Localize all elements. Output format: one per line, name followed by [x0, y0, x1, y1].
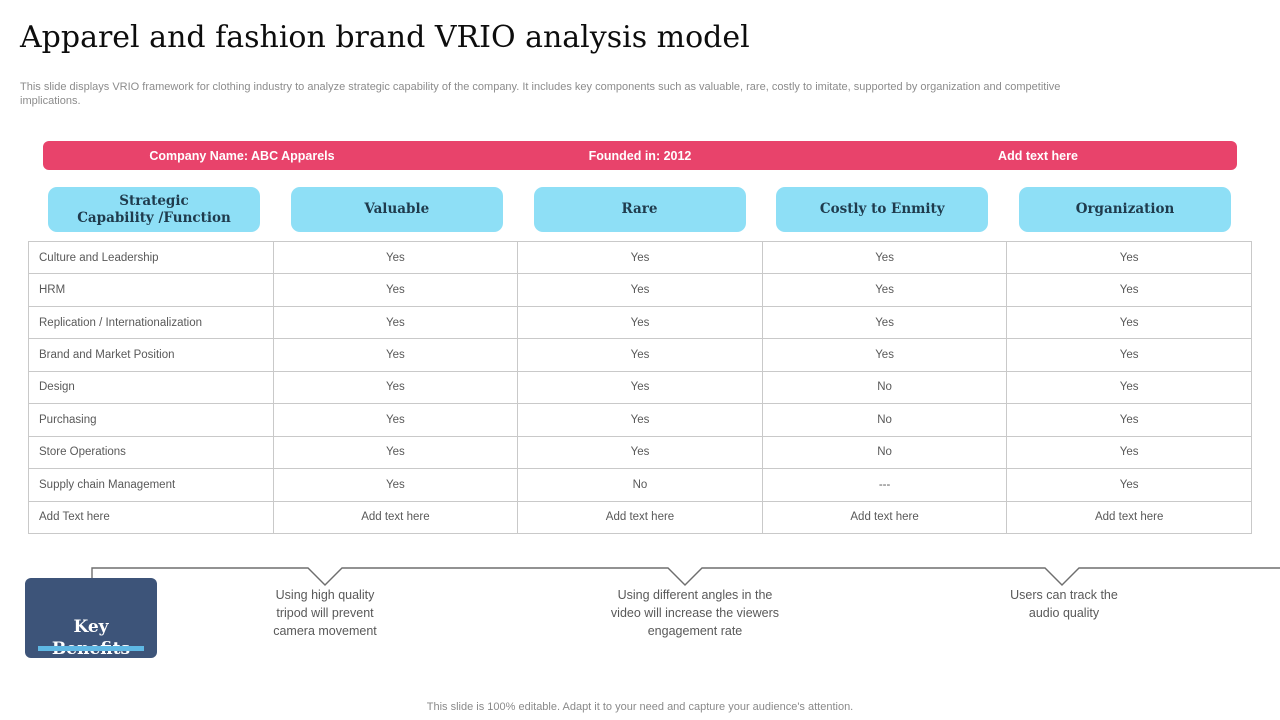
row-function-cell: Culture and Leadership: [28, 240, 274, 275]
header-organization: Organization: [1019, 187, 1231, 232]
vrio-analysis-table: Culture and Leadership Yes Yes Yes Yes HRM Yes…: [28, 240, 1252, 534]
row-value-cell: No: [761, 370, 1008, 405]
row-value-cell: Yes: [272, 273, 519, 307]
benefit-item: Using different angles in the video will…: [610, 588, 780, 638]
row-value-cell: Yes: [517, 338, 763, 372]
table-row: Brand and Market Position Yes Yes Yes Yes: [28, 338, 1252, 372]
row-value-cell: Yes: [1006, 435, 1252, 470]
row-function-cell: Brand and Market Position: [28, 338, 274, 372]
benefit-item: Users can track the audio quality: [1010, 588, 1118, 620]
row-value-cell: Yes: [517, 240, 763, 275]
row-function-cell: Store Operations: [28, 435, 274, 470]
header-rare: Rare: [533, 187, 746, 232]
row-value-cell: Yes: [272, 468, 519, 502]
row-value-cell: Yes: [1006, 273, 1252, 307]
row-value-cell: Yes: [517, 305, 763, 340]
row-value-cell: Yes: [517, 435, 763, 470]
company-info-banner: Company Name: ABC Apparels Founded in: 2…: [43, 141, 1237, 170]
founded-in-label: Founded in: 2012: [588, 148, 692, 163]
key-benefits-underline: [38, 646, 144, 651]
row-value-cell: Yes: [517, 403, 763, 437]
table-row: Purchasing Yes Yes No Yes: [28, 403, 1252, 437]
row-value-cell: Yes: [272, 370, 519, 405]
row-value-cell: Yes: [1006, 403, 1252, 437]
row-function-cell[interactable]: Add Text here: [28, 500, 274, 534]
row-value-cell[interactable]: Add text here: [1006, 500, 1252, 534]
footer-note: This slide is 100% editable. Adapt it to…: [426, 701, 854, 713]
row-value-cell[interactable]: Add text here: [272, 500, 519, 534]
row-value-cell: No: [761, 403, 1008, 437]
row-value-cell: Yes: [1006, 338, 1252, 372]
benefit-item: Using high quality tripod will prevent c…: [273, 588, 377, 638]
row-function-cell: Purchasing: [28, 403, 274, 437]
table-row: HRM Yes Yes Yes Yes: [28, 273, 1252, 307]
row-value-cell: Yes: [1006, 370, 1252, 405]
table-row: Replication / Internationalization Yes Yes…: [28, 305, 1252, 340]
row-value-cell[interactable]: Add text here: [517, 500, 763, 534]
row-value-cell: ---: [761, 468, 1008, 502]
row-function-cell: Replication / Internationalization: [28, 305, 274, 340]
table-row: Design Yes Yes No Yes: [28, 370, 1252, 405]
row-value-cell: Yes: [1006, 468, 1252, 502]
table-row: Store Operations Yes Yes No Yes: [28, 435, 1252, 470]
table-row: Culture and Leadership Yes Yes Yes Yes: [28, 240, 1252, 275]
row-value-cell[interactable]: Add text here: [761, 500, 1008, 534]
table-row: Add Text here Add text here Add text here A…: [28, 500, 1252, 534]
row-value-cell: No: [761, 435, 1008, 470]
row-value-cell: Yes: [1006, 305, 1252, 340]
header-valuable: Valuable: [290, 187, 503, 232]
row-value-cell: Yes: [761, 338, 1008, 372]
table-row: Supply chain Management Yes No --- Yes: [28, 468, 1252, 502]
row-value-cell: Yes: [517, 273, 763, 307]
page-title: Apparel and fashion brand VRIO analysis …: [20, 20, 750, 55]
banner-add-text-placeholder[interactable]: Add text here: [998, 148, 1078, 163]
row-value-cell: Yes: [517, 370, 763, 405]
key-benefits-label: Key Benefits: [52, 617, 130, 659]
company-name-label: Company Name: ABC Apparels: [149, 148, 335, 163]
row-value-cell: Yes: [761, 305, 1008, 340]
row-value-cell: Yes: [761, 240, 1008, 275]
row-function-cell: Design: [28, 370, 274, 405]
row-value-cell: No: [517, 468, 763, 502]
row-value-cell: Yes: [272, 240, 519, 275]
slide-subtitle: This slide displays VRIO framework for c…: [20, 81, 1061, 107]
row-function-cell: HRM: [28, 273, 274, 307]
row-function-cell: Supply chain Management: [28, 468, 274, 502]
row-value-cell: Yes: [761, 273, 1008, 307]
key-benefits-box: Key Benefits: [25, 578, 157, 659]
key-benefits-connector-line: [91, 567, 1280, 586]
header-costly-to-enmity: Costly to Enmity: [776, 187, 989, 232]
row-value-cell: Yes: [272, 403, 519, 437]
table-header-row: Strategic Capability /Function Valuable …: [48, 187, 1231, 232]
row-value-cell: Yes: [272, 305, 519, 340]
row-value-cell: Yes: [272, 435, 519, 470]
row-value-cell: Yes: [272, 338, 519, 372]
row-value-cell: Yes: [1006, 240, 1252, 275]
header-strategic-capability: Strategic Capability /Function: [48, 187, 260, 232]
